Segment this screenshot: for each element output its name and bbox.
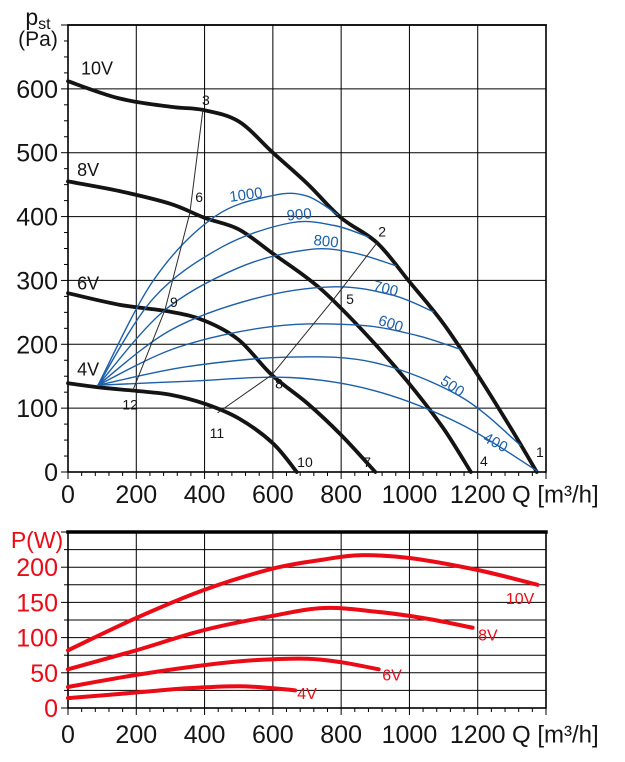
series-operating-line-2-5-8-11 [217,242,378,414]
pressure-chart-ticks [61,24,547,479]
x-tick-label: 400 [184,481,226,509]
series-power-10V [66,553,540,653]
annotation-4V: 4V [77,360,99,380]
pressure-chart-grid [67,24,547,473]
x-tick-label: 800 [320,481,362,509]
y-tick-label: 200 [16,554,58,582]
x-tick-label: 0 [61,481,75,509]
series-power-4V [66,684,298,701]
annotation-10V: 10V [81,58,113,78]
series-rpm-900 [97,220,370,386]
y-axis-title: (Pa) [18,28,58,51]
annotation-500: 500 [437,372,467,400]
y-tick-label: 0 [44,459,58,487]
annotation-1: 1 [536,444,544,460]
y-tick-label: 600 [16,76,58,104]
annotation-1000: 1000 [228,184,263,205]
series-rpm-400 [97,376,538,472]
y-tick-label: 200 [16,331,58,359]
series-curve-4V [66,381,299,474]
series-curve-6V [66,291,378,474]
series-rpm-800 [97,248,397,386]
series-curve-10V [66,79,539,474]
annotation-900: 900 [286,205,313,225]
annotation-12: 12 [122,396,138,412]
x-tick-label: 800 [320,721,362,749]
y-tick-label: 100 [16,625,58,653]
y-tick-label: 50 [30,660,58,688]
series-curve-8V [66,179,473,474]
annotation-5: 5 [346,291,354,307]
annotation-6V: 6V [382,668,402,685]
x-tick-label: 1000 [382,481,438,509]
x-tick-label: 400 [184,721,226,749]
annotation-10V: 10V [506,591,535,608]
y-tick-label: 150 [16,589,58,617]
y-tick-label: 100 [16,395,58,423]
annotation-8V: 8V [478,628,498,645]
annotation-400: 400 [480,429,510,456]
annotation-11: 11 [210,425,225,441]
power-chart-grid [67,531,547,709]
x-tick-label: 1200 [450,721,506,749]
series-rpm-1000 [97,192,339,386]
x-tick-label: 1200 [450,481,506,509]
annotation-700: 700 [371,278,399,301]
x-tick-label: 600 [252,721,294,749]
y-axis-title: P(W) [11,527,63,553]
annotation-2: 2 [378,223,386,239]
power-chart: 0 200 400 600 800 1000 1200 Q [m³/h] 0 50 100 150 20… [11,527,599,749]
x-tick-label: 200 [115,721,157,749]
pressure-chart-x-labels: 0 200 400 600 800 1000 1200 Q [m³/h] [61,481,599,509]
series-rpm-600 [97,323,462,386]
annotation-3: 3 [202,92,210,108]
series-rpm-700 [97,286,434,386]
x-axis-unit-label: Q [m³/h] [512,722,599,749]
power-chart-x-labels: 0 200 400 600 800 1000 1200 Q [m³/h] [61,721,599,749]
annotation-4V: 4V [297,686,317,703]
x-tick-label: 0 [61,721,75,749]
annotation-6: 6 [195,189,203,205]
annotation-10: 10 [297,454,313,470]
annotation-600: 600 [376,312,405,336]
power-chart-y-labels: 0 50 100 150 200 [16,554,58,723]
pressure-chart: 0 200 400 600 800 1000 1200 Q [m³/h] 0 100 200 300 4… [16,4,598,509]
y-tick-label: 300 [16,267,58,295]
series-rpm-500 [97,356,522,446]
series-power-6V [66,656,381,689]
annotation-9: 9 [170,294,178,310]
annotation-6V: 6V [77,273,99,293]
x-axis-unit-label: Q [m³/h] [512,482,599,509]
x-tick-label: 200 [115,481,157,509]
annotation-8V: 8V [77,160,99,180]
x-tick-label: 600 [252,481,294,509]
pressure-chart-y-labels: 0 100 200 300 400 500 600 [16,76,58,487]
annotation-7: 7 [363,454,371,470]
y-tick-label: 400 [16,204,58,232]
y-tick-label: 0 [44,695,58,723]
series-operating-line-3-6-9-12 [132,109,204,391]
annotation-800: 800 [313,232,340,252]
power-chart-ticks [61,531,547,715]
x-tick-label: 1000 [382,721,438,749]
annotation-4: 4 [480,453,488,469]
annotation-8: 8 [275,375,283,391]
y-tick-label: 500 [16,140,58,168]
series-power-8V [66,605,475,672]
